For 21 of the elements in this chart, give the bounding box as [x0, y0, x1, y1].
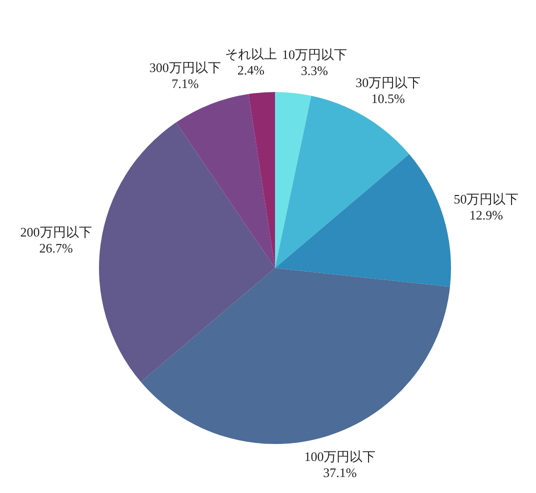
data-label: 12.9% [469, 207, 504, 222]
pie-slice [248, 92, 275, 268]
data-label: 10.5% [371, 91, 406, 106]
slice-label: それ以上 [224, 46, 277, 62]
data-label: 2.4% [237, 62, 265, 78]
slice-label: 100万円以下 [304, 448, 376, 464]
slice-label: 50万円以下 [454, 191, 519, 206]
slice-label: 30万円以下 [356, 75, 421, 90]
pie-slice [140, 268, 450, 444]
pie-slice [99, 122, 275, 382]
pie-slice [176, 94, 275, 268]
data-label: 7.1% [172, 76, 199, 92]
pie-slice [275, 92, 312, 268]
slice-label: 10万円以下 [282, 47, 347, 62]
data-label: 26.7% [39, 240, 73, 256]
pie-slice [275, 96, 410, 268]
data-label: 37.1% [323, 464, 357, 480]
data-label: 3.3% [300, 63, 328, 78]
pie-slice [275, 154, 451, 287]
slice-label: 200万円以下 [20, 224, 92, 240]
slice-label: 300万円以下 [149, 60, 221, 76]
